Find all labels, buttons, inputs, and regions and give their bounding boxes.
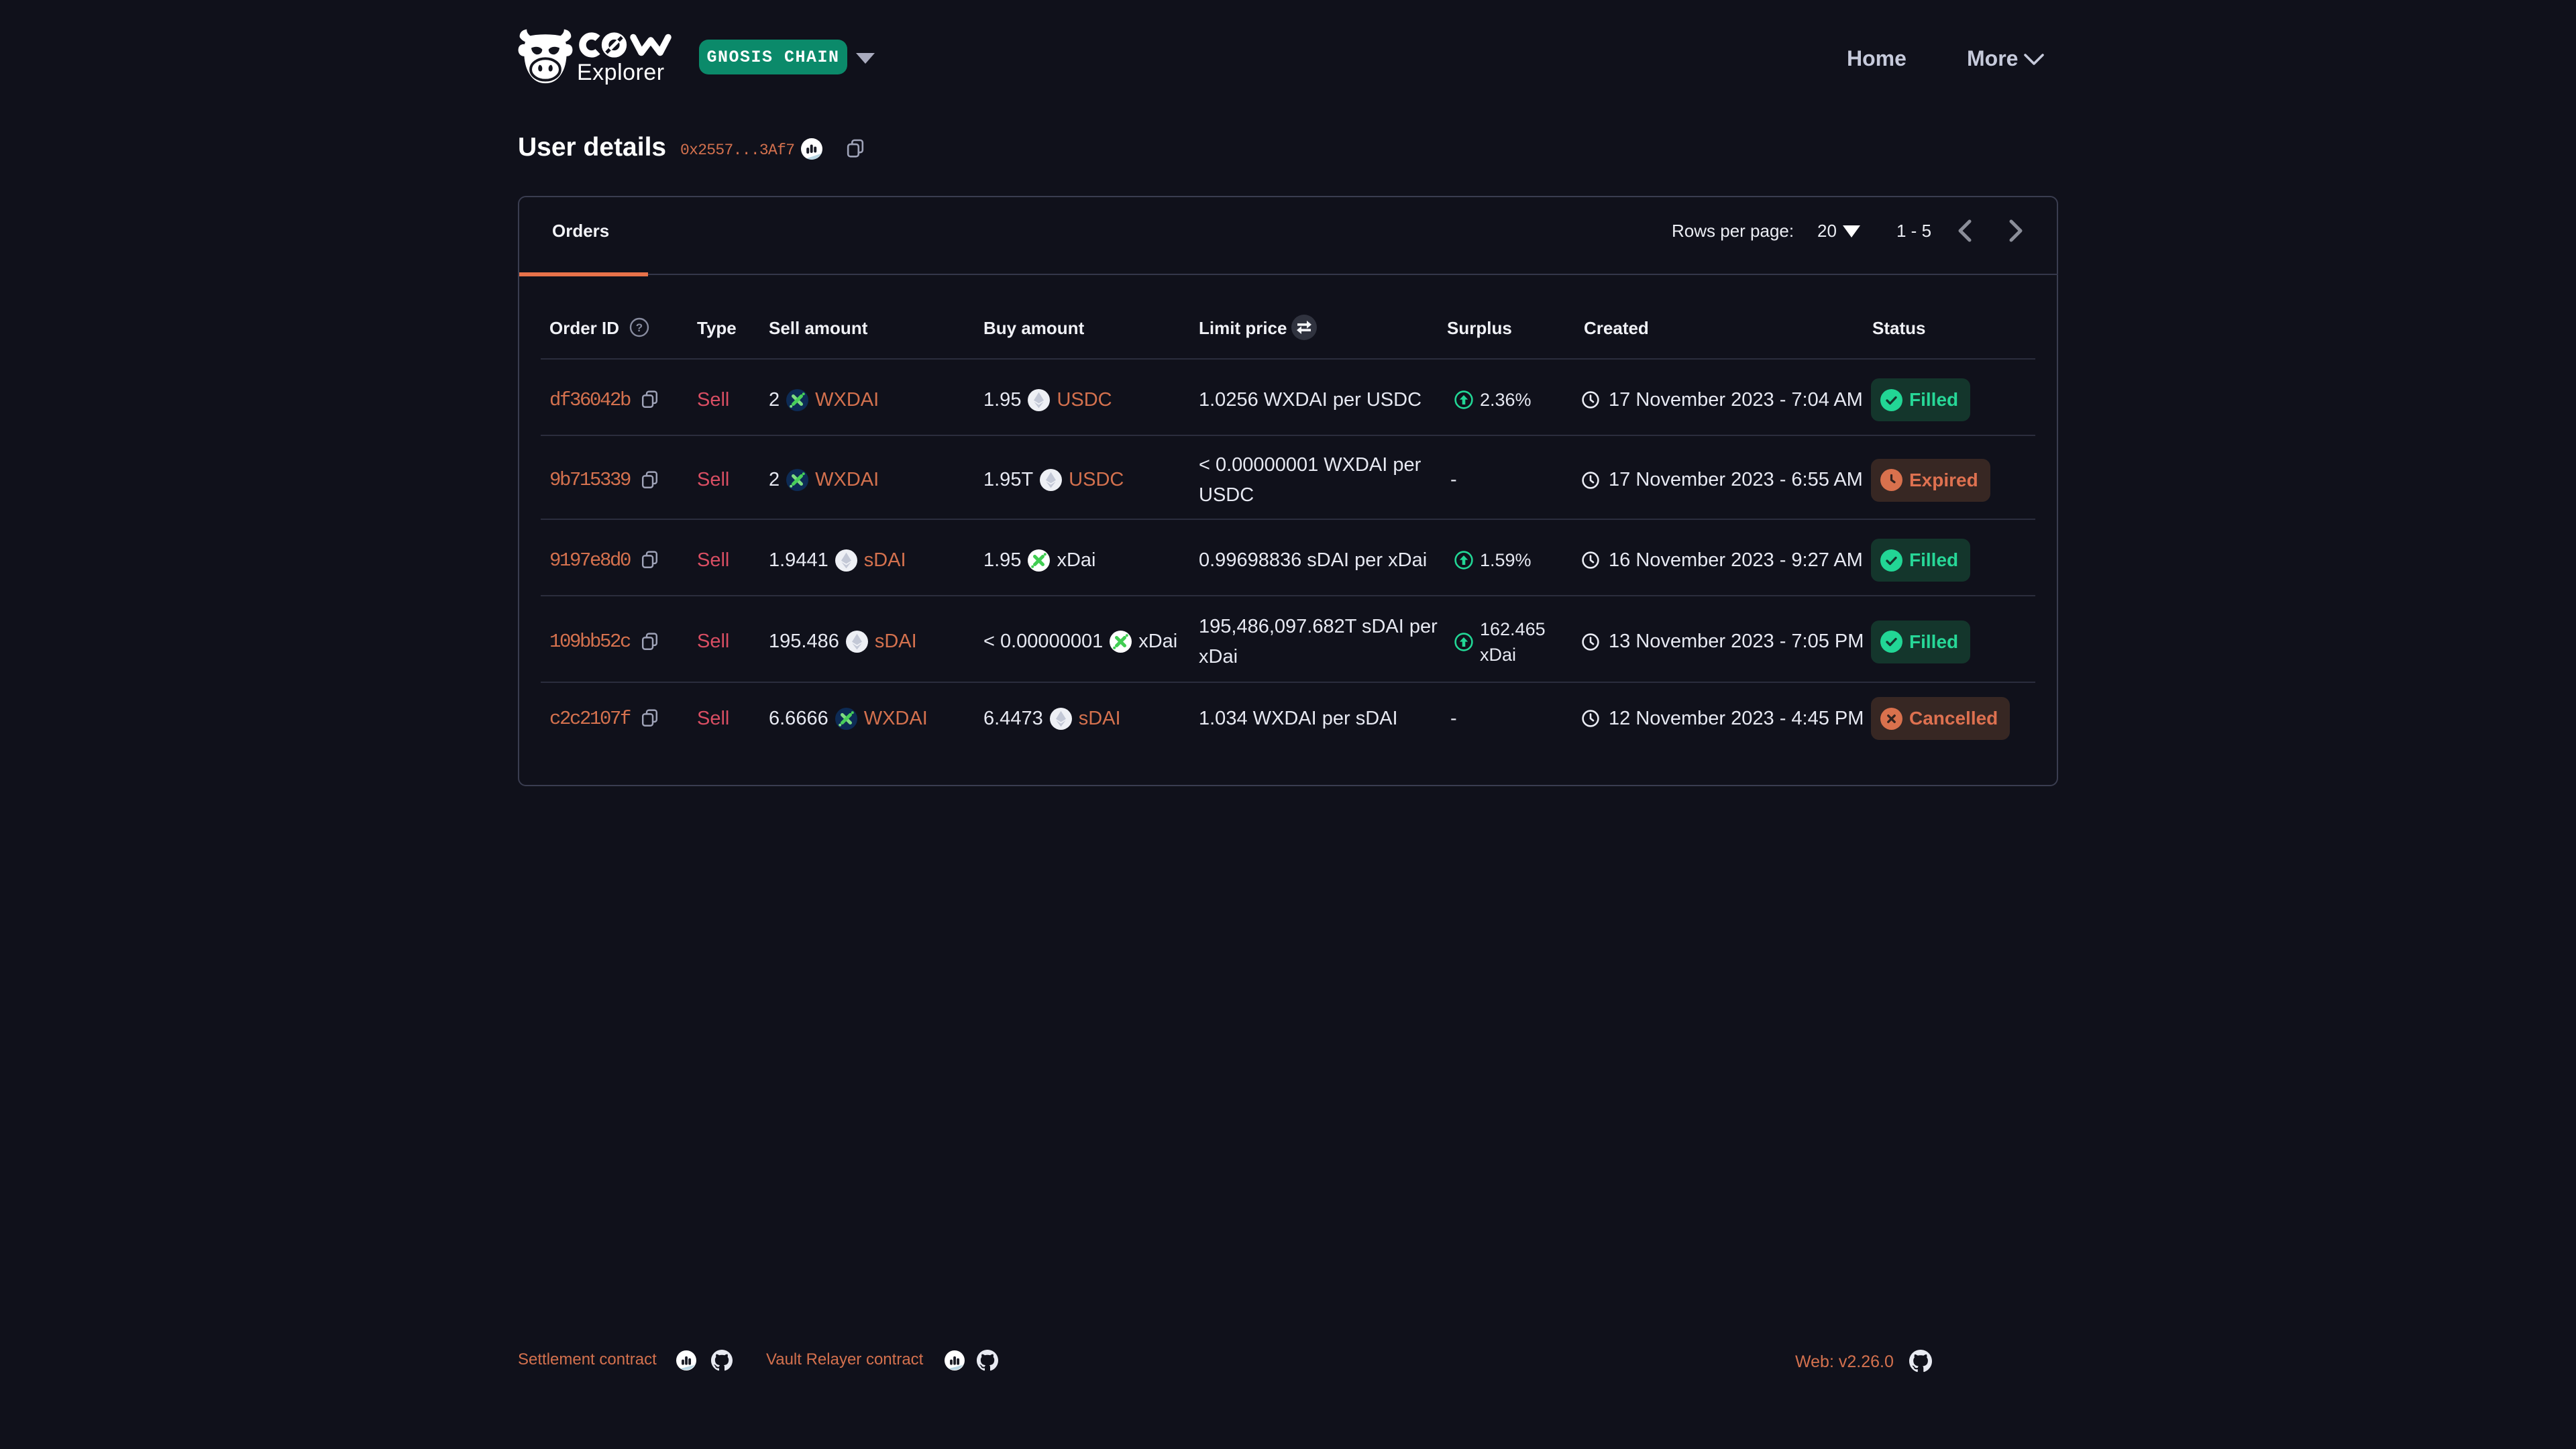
svg-text:?: ? [636, 321, 643, 334]
